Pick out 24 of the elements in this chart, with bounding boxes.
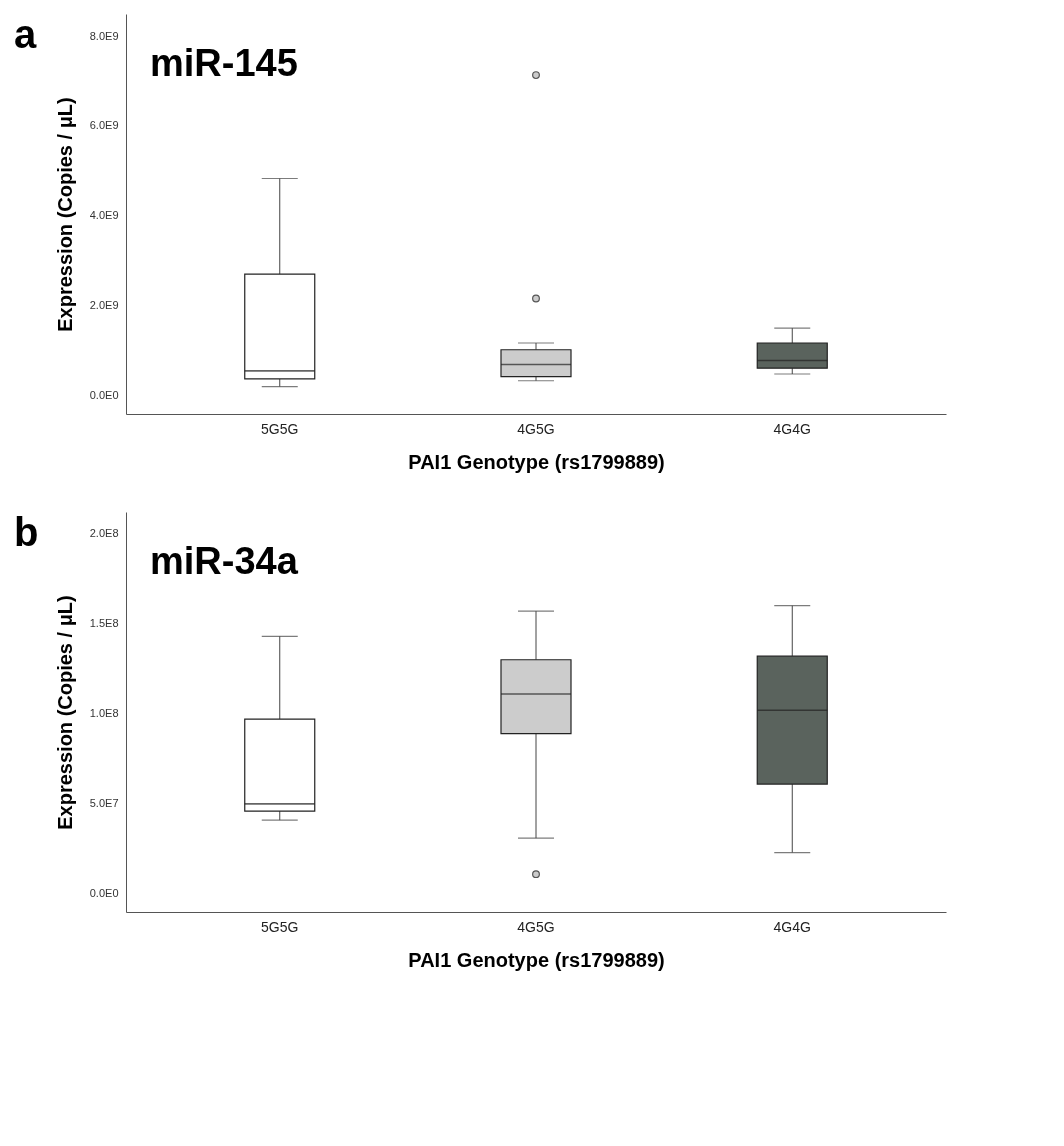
y-tick-label: 1.5E8 <box>89 617 119 630</box>
y-tick-label: 4.0E9 <box>89 209 119 222</box>
x-axis-title: PAI1 Genotype (rs1799889) <box>408 948 665 971</box>
y-tick-label: 2.0E9 <box>89 299 119 312</box>
x-tick-label: 5G5G <box>261 918 299 935</box>
y-axis-title: Expression (Copies / μL) <box>53 97 76 332</box>
x-tick-label: 4G5G <box>517 918 555 935</box>
y-tick-label: 6.0E9 <box>89 119 119 132</box>
x-tick-label: 4G5G <box>517 420 555 437</box>
text: b <box>14 510 39 554</box>
x-tick-label: 4G4G <box>773 420 811 437</box>
text: miR-34a <box>150 540 299 582</box>
x-axis-title: PAI1 Genotype (rs1799889) <box>408 450 665 473</box>
y-tick-label: 0.0E0 <box>89 389 119 402</box>
text: a <box>14 12 37 56</box>
y-tick-label: 8.0E9 <box>89 29 119 42</box>
y-tick-label: 2.0E8 <box>89 527 119 540</box>
text: miR-145 <box>150 42 298 84</box>
y-tick-label: 5.0E7 <box>89 797 119 810</box>
y-tick-label: 1.0E8 <box>89 707 119 720</box>
y-axis-title: Expression (Copies / μL) <box>53 595 76 830</box>
x-tick-label: 5G5G <box>261 420 299 437</box>
y-tick-label: 0.0E0 <box>89 887 119 900</box>
x-tick-label: 4G4G <box>773 918 811 935</box>
